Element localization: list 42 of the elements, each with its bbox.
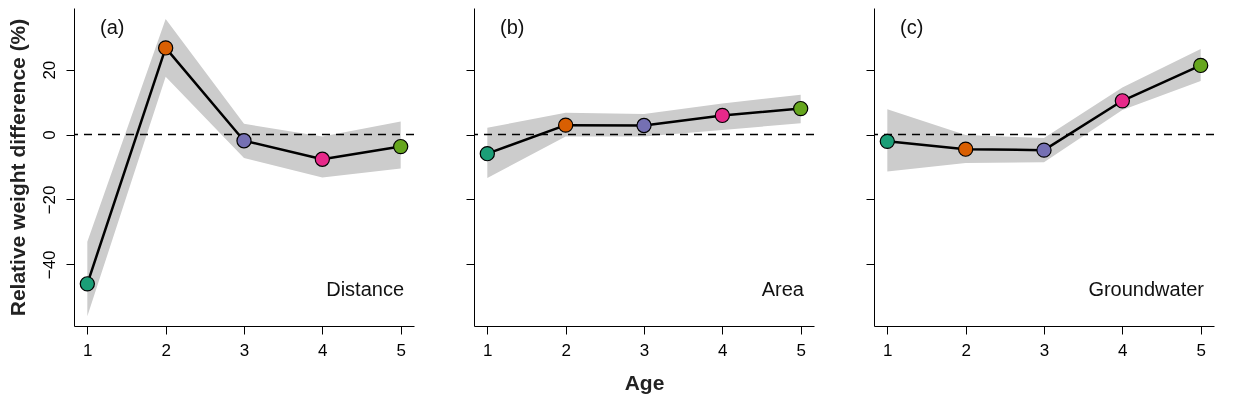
x-axis-title: Age <box>624 370 665 394</box>
point <box>714 107 731 124</box>
x-tick-label: 4 <box>318 340 328 360</box>
x-tick-label: 5 <box>796 340 806 360</box>
point <box>957 141 974 157</box>
x-tick-label: 2 <box>961 340 971 360</box>
point <box>636 117 652 134</box>
y-tick-label: 0 <box>39 130 59 140</box>
x-tick-label: 3 <box>1039 340 1050 360</box>
x-tick-label: 3 <box>639 340 650 360</box>
point <box>393 138 409 155</box>
x-tick-label: 1 <box>883 340 893 360</box>
y-tick-label: −20 <box>39 185 59 215</box>
point <box>1036 142 1052 158</box>
annotation: (c) <box>900 16 924 38</box>
x-tick-label: 2 <box>561 340 571 360</box>
x-tick-label: 1 <box>483 340 493 360</box>
annotation: (b) <box>500 16 525 38</box>
annotation: Distance <box>326 278 404 300</box>
y-axis-title: Relative weight difference (%) <box>5 18 29 317</box>
annotation: Area <box>761 278 805 300</box>
point <box>1193 57 1209 74</box>
point <box>793 100 809 117</box>
point <box>1114 93 1131 109</box>
x-tick-label: 2 <box>161 340 171 360</box>
annotation: Groundwater <box>1088 278 1205 300</box>
y-tick-label: −40 <box>39 250 59 280</box>
point <box>557 117 574 133</box>
annotation: (a) <box>100 16 125 38</box>
x-tick-label: 3 <box>239 340 250 360</box>
x-tick-label: 5 <box>396 340 406 360</box>
point <box>879 133 895 150</box>
point <box>236 133 252 149</box>
x-tick-label: 4 <box>718 340 728 360</box>
x-tick-label: 1 <box>83 340 93 360</box>
x-tick-label: 4 <box>1118 340 1128 360</box>
point <box>479 146 495 162</box>
point <box>79 276 95 292</box>
point <box>157 40 174 56</box>
point <box>314 151 331 167</box>
y-tick-label: 20 <box>39 60 59 80</box>
x-tick-label: 5 <box>1196 340 1206 360</box>
